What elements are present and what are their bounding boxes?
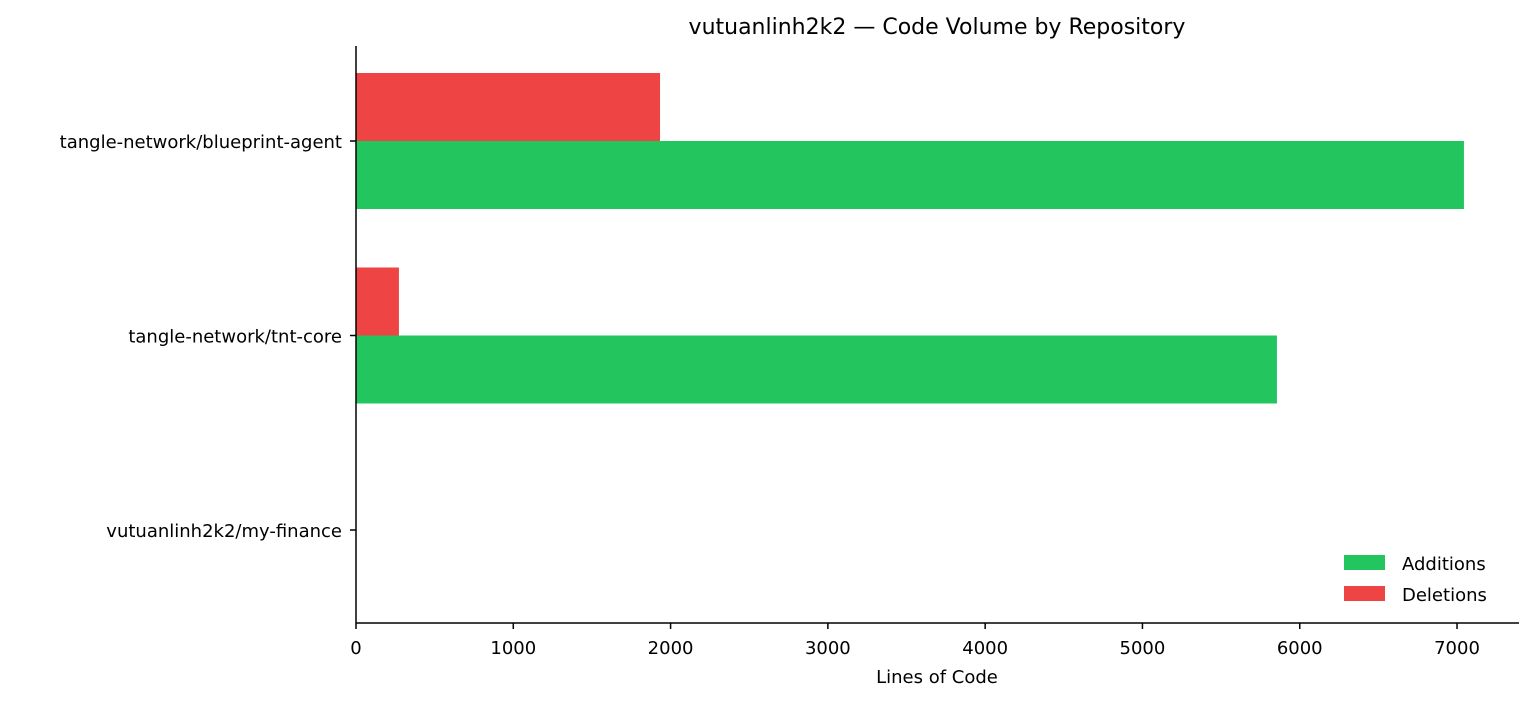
bar-additions — [356, 141, 1464, 209]
x-tick-label: 4000 — [962, 638, 1008, 659]
legend-label-additions: Additions — [1402, 554, 1486, 575]
x-tick-label: 1000 — [490, 638, 536, 659]
y-tick-label: tangle-network/tnt-core — [128, 327, 342, 348]
x-tick-label: 7000 — [1434, 638, 1480, 659]
x-tick-label: 3000 — [805, 638, 851, 659]
legend-swatch-additions — [1344, 555, 1385, 570]
x-tick-label: 5000 — [1120, 638, 1166, 659]
bar-deletions — [356, 73, 661, 141]
legend-swatch-deletions — [1344, 586, 1385, 601]
y-tick-label: vutuanlinh2k2/my-finance — [106, 521, 342, 542]
x-axis-label: Lines of Code — [876, 667, 998, 688]
x-tick-label: 2000 — [648, 638, 694, 659]
bar-deletions — [356, 267, 399, 336]
x-tick-label: 6000 — [1277, 638, 1323, 659]
legend-label-deletions: Deletions — [1402, 585, 1487, 606]
legend: Additions Deletions — [1344, 554, 1487, 606]
chart-title: vutuanlinh2k2 — Code Volume by Repositor… — [689, 15, 1186, 40]
bar-additions — [356, 335, 1277, 404]
x-tick-label: 0 — [350, 638, 361, 659]
y-tick-label: tangle-network/blueprint-agent — [60, 132, 342, 153]
